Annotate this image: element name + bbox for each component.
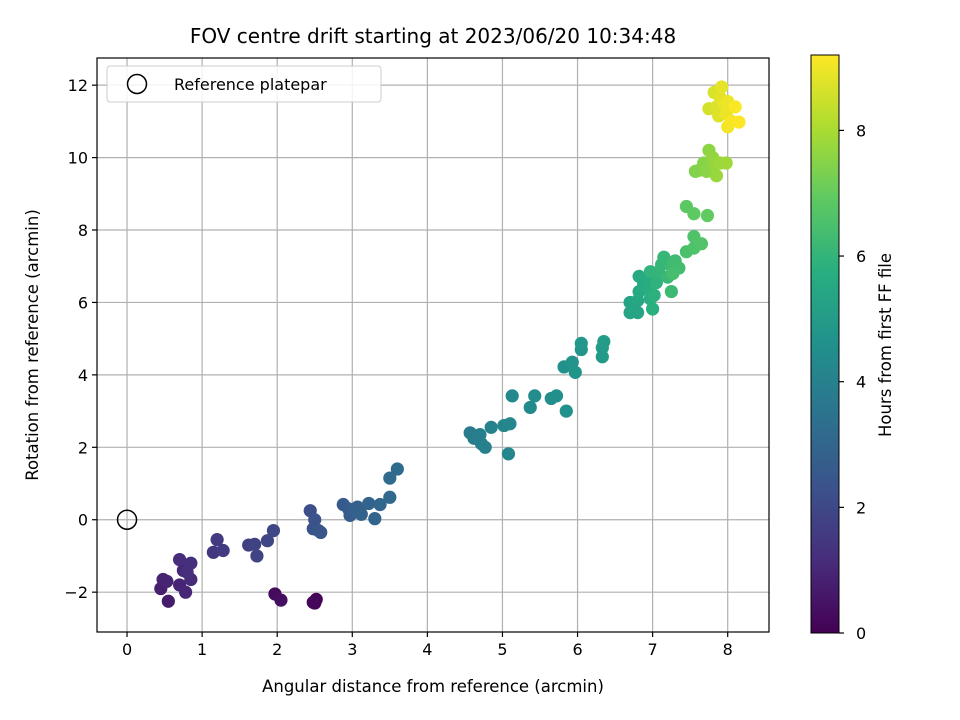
colorbar-tick-label: 0 <box>856 624 866 643</box>
data-point <box>664 284 678 299</box>
colorbar-tick-label: 6 <box>856 247 866 266</box>
data-point <box>266 523 281 538</box>
data-point <box>568 365 582 379</box>
data-point <box>161 594 175 608</box>
x-tick-label: 6 <box>572 640 582 659</box>
y-tick-label: 4 <box>78 366 88 385</box>
data-point <box>362 496 376 511</box>
data-point <box>559 404 573 418</box>
data-point <box>574 336 588 350</box>
data-point <box>732 115 746 129</box>
y-tick-label: 0 <box>78 511 88 530</box>
data-point <box>178 585 193 599</box>
x-axis: 0 1 2 3 4 5 6 7 8 <box>122 632 733 659</box>
data-point <box>390 462 404 476</box>
y-tick-label: 8 <box>78 221 88 240</box>
data-point <box>647 288 661 302</box>
x-tick-label: 0 <box>122 640 132 659</box>
x-tick-label: 8 <box>723 640 733 659</box>
data-point <box>250 549 264 563</box>
reference-point <box>116 509 138 530</box>
data-point <box>478 440 492 454</box>
data-point <box>484 420 498 434</box>
data-point <box>719 156 733 170</box>
data-point <box>523 400 537 415</box>
legend-marker <box>126 73 148 95</box>
data-point <box>160 574 174 588</box>
y-tick-label: 10 <box>68 149 88 168</box>
plot-frame <box>96 57 770 633</box>
data-point <box>565 355 579 369</box>
y-axis-title: Rotation from reference (arcmin) <box>23 209 42 481</box>
x-axis-title: Angular distance from reference (arcmin) <box>262 677 604 696</box>
data-point <box>314 525 328 540</box>
data-point <box>700 208 715 223</box>
colorbar-ticks: 0 2 4 6 8 <box>839 121 866 643</box>
data-point <box>728 100 742 114</box>
data-point <box>595 350 609 364</box>
data-point <box>306 595 320 609</box>
legend-box <box>106 65 382 103</box>
data-point <box>549 389 564 403</box>
colorbar-tick-label: 2 <box>856 498 866 517</box>
grid <box>97 58 769 632</box>
scatter-points <box>116 80 746 610</box>
y-tick-label: 2 <box>78 438 88 457</box>
data-point <box>631 305 645 320</box>
data-point <box>172 552 187 567</box>
data-point <box>210 533 224 547</box>
y-tick-label: 12 <box>68 76 88 95</box>
x-tick-label: 2 <box>272 640 282 659</box>
data-point <box>657 250 671 264</box>
data-point <box>368 512 382 526</box>
colorbar-tick-label: 8 <box>856 121 866 140</box>
data-point <box>501 447 516 461</box>
chart-title: FOV centre drift starting at 2023/06/20 … <box>190 24 676 48</box>
data-point <box>248 537 262 551</box>
x-tick-label: 5 <box>497 640 507 659</box>
data-point <box>505 389 519 403</box>
data-point <box>373 497 387 512</box>
colorbar-label: Hours from first FF file <box>876 253 895 437</box>
data-point <box>646 302 660 316</box>
data-point <box>383 490 397 504</box>
data-point <box>274 593 288 607</box>
legend-label: Reference platepar <box>174 75 327 94</box>
colorbar <box>810 54 840 634</box>
data-point <box>694 237 709 251</box>
data-point <box>666 266 680 281</box>
data-point <box>354 507 368 521</box>
data-point <box>260 534 275 548</box>
y-tick-label: −2 <box>64 583 88 602</box>
legend: Reference platepar <box>106 65 382 103</box>
y-tick-label: 6 <box>78 293 88 312</box>
data-point <box>715 80 729 94</box>
data-point <box>216 543 230 558</box>
data-point <box>503 417 517 431</box>
data-point <box>180 565 194 579</box>
data-point <box>597 334 611 349</box>
data-point <box>383 471 397 485</box>
data-point <box>687 207 701 221</box>
colorbar-tick-label: 4 <box>856 373 866 392</box>
data-point <box>649 275 663 290</box>
data-point <box>206 545 220 559</box>
x-tick-label: 7 <box>648 640 658 659</box>
x-tick-label: 1 <box>197 640 207 659</box>
data-point <box>528 389 542 403</box>
data-point <box>709 169 724 183</box>
y-axis: −2 0 2 4 6 8 10 12 <box>64 76 97 602</box>
x-tick-label: 4 <box>422 640 432 659</box>
x-tick-label: 3 <box>347 640 357 659</box>
